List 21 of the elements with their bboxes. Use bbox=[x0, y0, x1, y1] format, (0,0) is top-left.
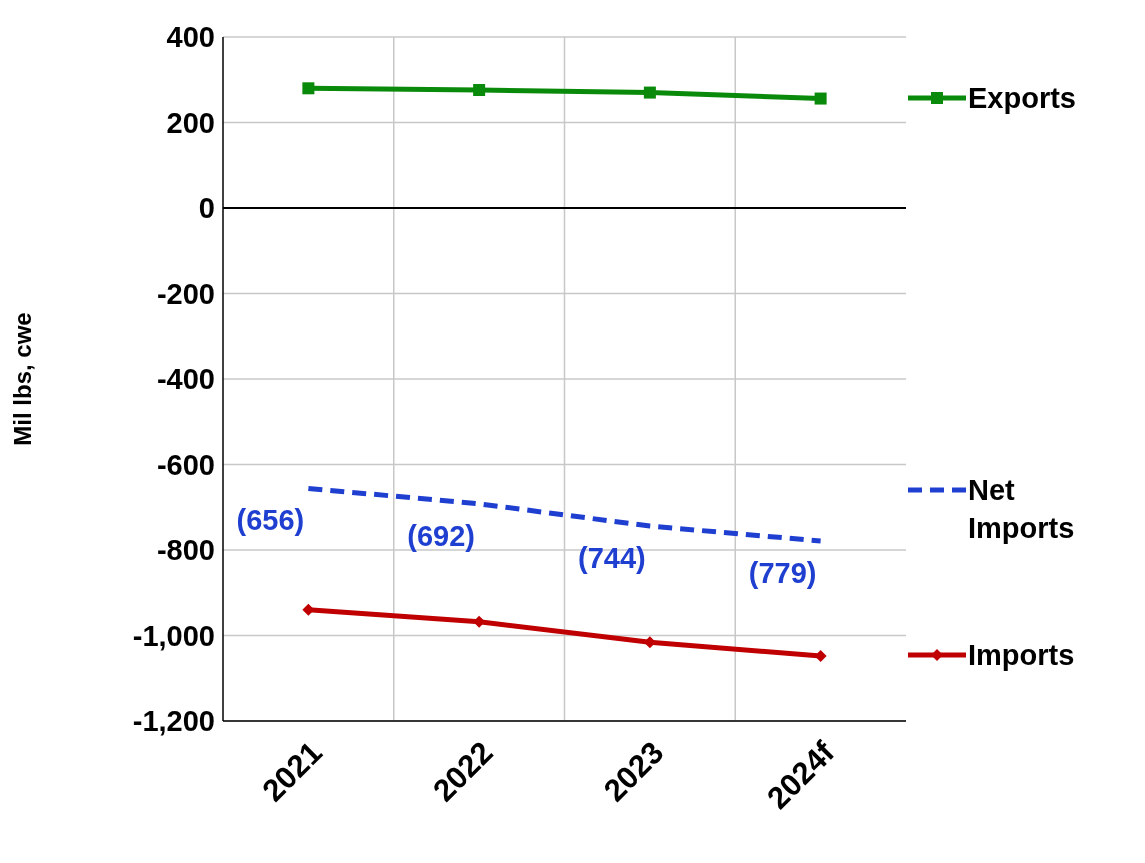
legend-label: Imports bbox=[968, 638, 1076, 673]
y-tick-label: -600 bbox=[156, 448, 215, 481]
point bbox=[643, 86, 656, 99]
data-label: (692) bbox=[407, 519, 475, 552]
point bbox=[302, 82, 315, 95]
data-label: (744) bbox=[578, 542, 646, 575]
y-tick-label: -400 bbox=[156, 363, 215, 396]
y-tick-label: 0 bbox=[198, 192, 215, 225]
data-label: (656) bbox=[236, 504, 305, 537]
y-tick-label: -800 bbox=[156, 534, 215, 567]
point bbox=[814, 92, 827, 105]
y-tick-label: -200 bbox=[156, 277, 215, 310]
y-tick-label: 400 bbox=[166, 21, 215, 54]
y-tick-label: -1,200 bbox=[132, 705, 215, 738]
y-axis-title: Mil lbs, cwe bbox=[8, 312, 36, 446]
legend-label: Net Imports bbox=[968, 473, 1076, 546]
legend-label: Exports bbox=[968, 80, 1077, 116]
point bbox=[473, 84, 486, 97]
y-tick-label: 200 bbox=[166, 106, 215, 139]
y-tick-label: -1,000 bbox=[132, 619, 215, 652]
data-label: (779) bbox=[748, 557, 817, 590]
